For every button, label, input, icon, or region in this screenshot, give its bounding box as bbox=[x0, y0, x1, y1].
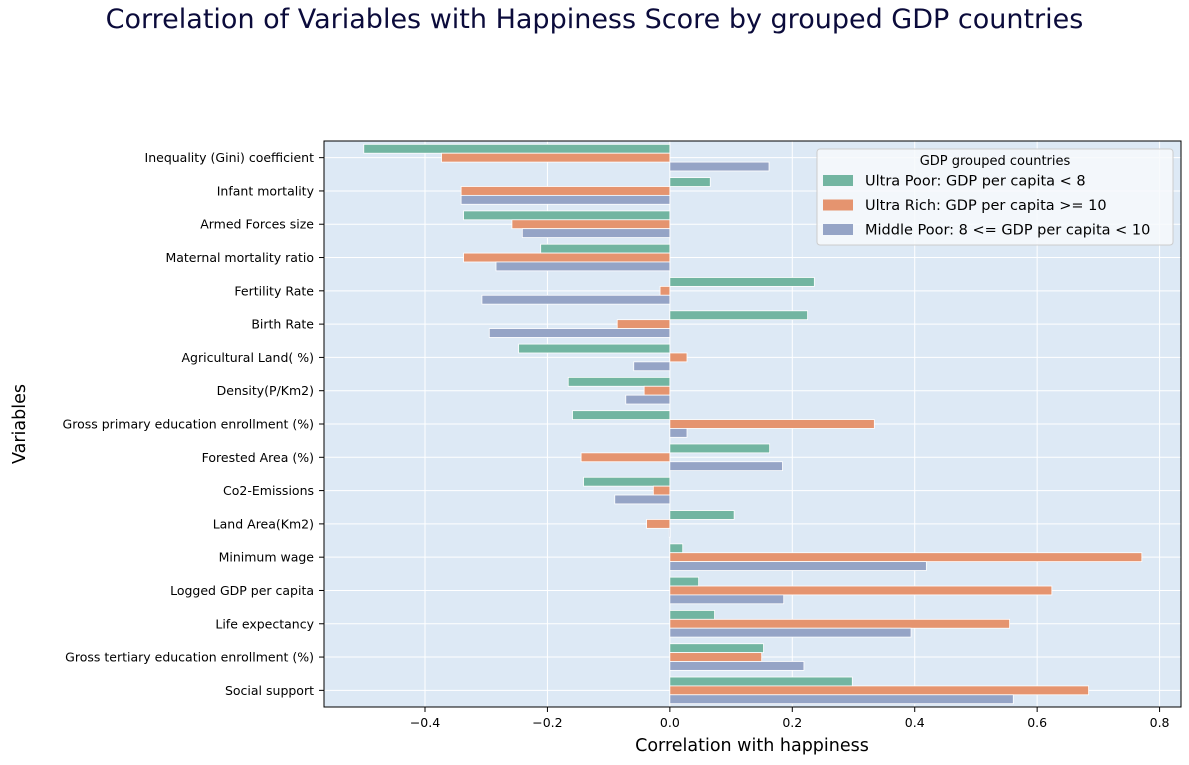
y-tick-label: Infant mortality bbox=[217, 183, 315, 198]
bar bbox=[643, 385, 671, 396]
bar bbox=[669, 310, 808, 321]
bar bbox=[669, 643, 764, 654]
legend-title: GDP grouped countries bbox=[920, 154, 1071, 169]
bar bbox=[669, 610, 715, 620]
bar bbox=[669, 585, 1053, 596]
x-tick-label: −0.2 bbox=[532, 715, 562, 730]
bar bbox=[669, 576, 700, 587]
bar bbox=[669, 161, 770, 172]
bar bbox=[460, 194, 671, 205]
legend-box bbox=[816, 148, 1174, 246]
y-tick-label: Gross primary education enrollment (%) bbox=[63, 417, 314, 432]
y-tick-label: Fertility Rate bbox=[234, 283, 314, 298]
bar bbox=[669, 561, 927, 571]
bar bbox=[669, 461, 783, 472]
bar bbox=[669, 443, 771, 454]
bars bbox=[363, 143, 1143, 705]
bar bbox=[488, 328, 671, 338]
bar bbox=[518, 343, 671, 354]
bar bbox=[521, 228, 671, 238]
x-tick-label: 0.4 bbox=[905, 715, 925, 730]
x-axis-label: Correlation with happiness bbox=[635, 736, 869, 756]
legend-items: Ultra Poor: GDP per capita < 8 Ultra Rich… bbox=[823, 174, 1150, 239]
bar bbox=[511, 219, 671, 230]
x-tick-label: −0.4 bbox=[410, 715, 440, 730]
bar bbox=[669, 618, 1011, 629]
bar bbox=[463, 210, 671, 221]
legend-label: Ultra Poor: GDP per capita < 8 bbox=[865, 174, 1086, 190]
bar bbox=[659, 285, 671, 296]
legend-label: Ultra Rich: GDP per capita >= 10 bbox=[865, 198, 1107, 214]
bar bbox=[669, 661, 805, 671]
bar bbox=[625, 394, 671, 405]
y-tick-label: Minimum wage bbox=[219, 550, 315, 565]
y-tick-label: Logged GDP per capita bbox=[170, 583, 314, 598]
bar bbox=[669, 419, 875, 429]
bar bbox=[583, 476, 671, 487]
y-tick-label: Armed Forces size bbox=[200, 217, 314, 232]
bar bbox=[633, 361, 671, 372]
legend: GDP grouped countries Ultra Poor: GDP pe… bbox=[816, 148, 1174, 246]
bar bbox=[669, 510, 735, 520]
x-axis-ticks: −0.4 −0.2 0.0 0.2 0.4 0.6 0.8 bbox=[410, 707, 1170, 730]
bar bbox=[441, 152, 671, 163]
bar bbox=[652, 485, 671, 496]
x-tick-label: 0.0 bbox=[660, 715, 680, 730]
bar bbox=[463, 252, 671, 263]
bar bbox=[614, 494, 671, 505]
bar bbox=[580, 452, 671, 463]
bar bbox=[616, 319, 671, 329]
bar bbox=[669, 177, 711, 187]
x-tick-label: 0.8 bbox=[1150, 715, 1170, 730]
bar bbox=[540, 243, 671, 254]
bar bbox=[669, 685, 1089, 696]
y-tick-label: Life expectancy bbox=[215, 616, 314, 631]
bar bbox=[669, 352, 688, 363]
bar bbox=[669, 543, 684, 554]
y-tick-label: Agricultural Land( %) bbox=[181, 350, 314, 365]
bar bbox=[669, 428, 688, 438]
bar bbox=[460, 186, 671, 196]
bar bbox=[669, 627, 912, 638]
bar bbox=[669, 277, 815, 287]
y-tick-label: Forested Area (%) bbox=[202, 450, 314, 465]
legend-swatch bbox=[823, 224, 853, 235]
legend-label: Middle Poor: 8 <= GDP per capita < 10 bbox=[865, 223, 1150, 239]
legend-swatch bbox=[823, 199, 853, 211]
chart-title: Correlation of Variables with Happiness … bbox=[105, 4, 1084, 35]
y-tick-label: Gross tertiary education enrollment (%) bbox=[65, 650, 314, 665]
x-tick-label: 0.2 bbox=[782, 715, 802, 730]
bar bbox=[669, 694, 1014, 705]
legend-swatch bbox=[823, 175, 853, 186]
y-axis-label: Variables bbox=[10, 384, 30, 464]
bar bbox=[363, 143, 671, 154]
y-tick-label: Land Area(Km2) bbox=[213, 516, 314, 531]
bar bbox=[669, 552, 1143, 563]
bar bbox=[669, 594, 785, 605]
bar bbox=[567, 376, 671, 387]
bar bbox=[572, 410, 671, 420]
y-axis-ticks: Inequality (Gini) coefficient Infant mort… bbox=[63, 150, 324, 698]
bar bbox=[669, 652, 763, 662]
y-tick-label: Co2-Emissions bbox=[223, 483, 314, 498]
y-tick-label: Inequality (Gini) coefficient bbox=[145, 150, 315, 165]
bar bbox=[495, 261, 671, 272]
y-tick-label: Social support bbox=[225, 683, 314, 698]
bar bbox=[481, 294, 671, 305]
bar bbox=[669, 676, 853, 687]
y-tick-label: Density(P/Km2) bbox=[217, 383, 314, 398]
y-tick-label: Birth Rate bbox=[251, 317, 314, 332]
bar bbox=[646, 519, 671, 529]
bar bbox=[668, 527, 671, 538]
x-tick-label: 0.6 bbox=[1027, 715, 1047, 730]
y-tick-label: Maternal mortality ratio bbox=[165, 250, 314, 265]
